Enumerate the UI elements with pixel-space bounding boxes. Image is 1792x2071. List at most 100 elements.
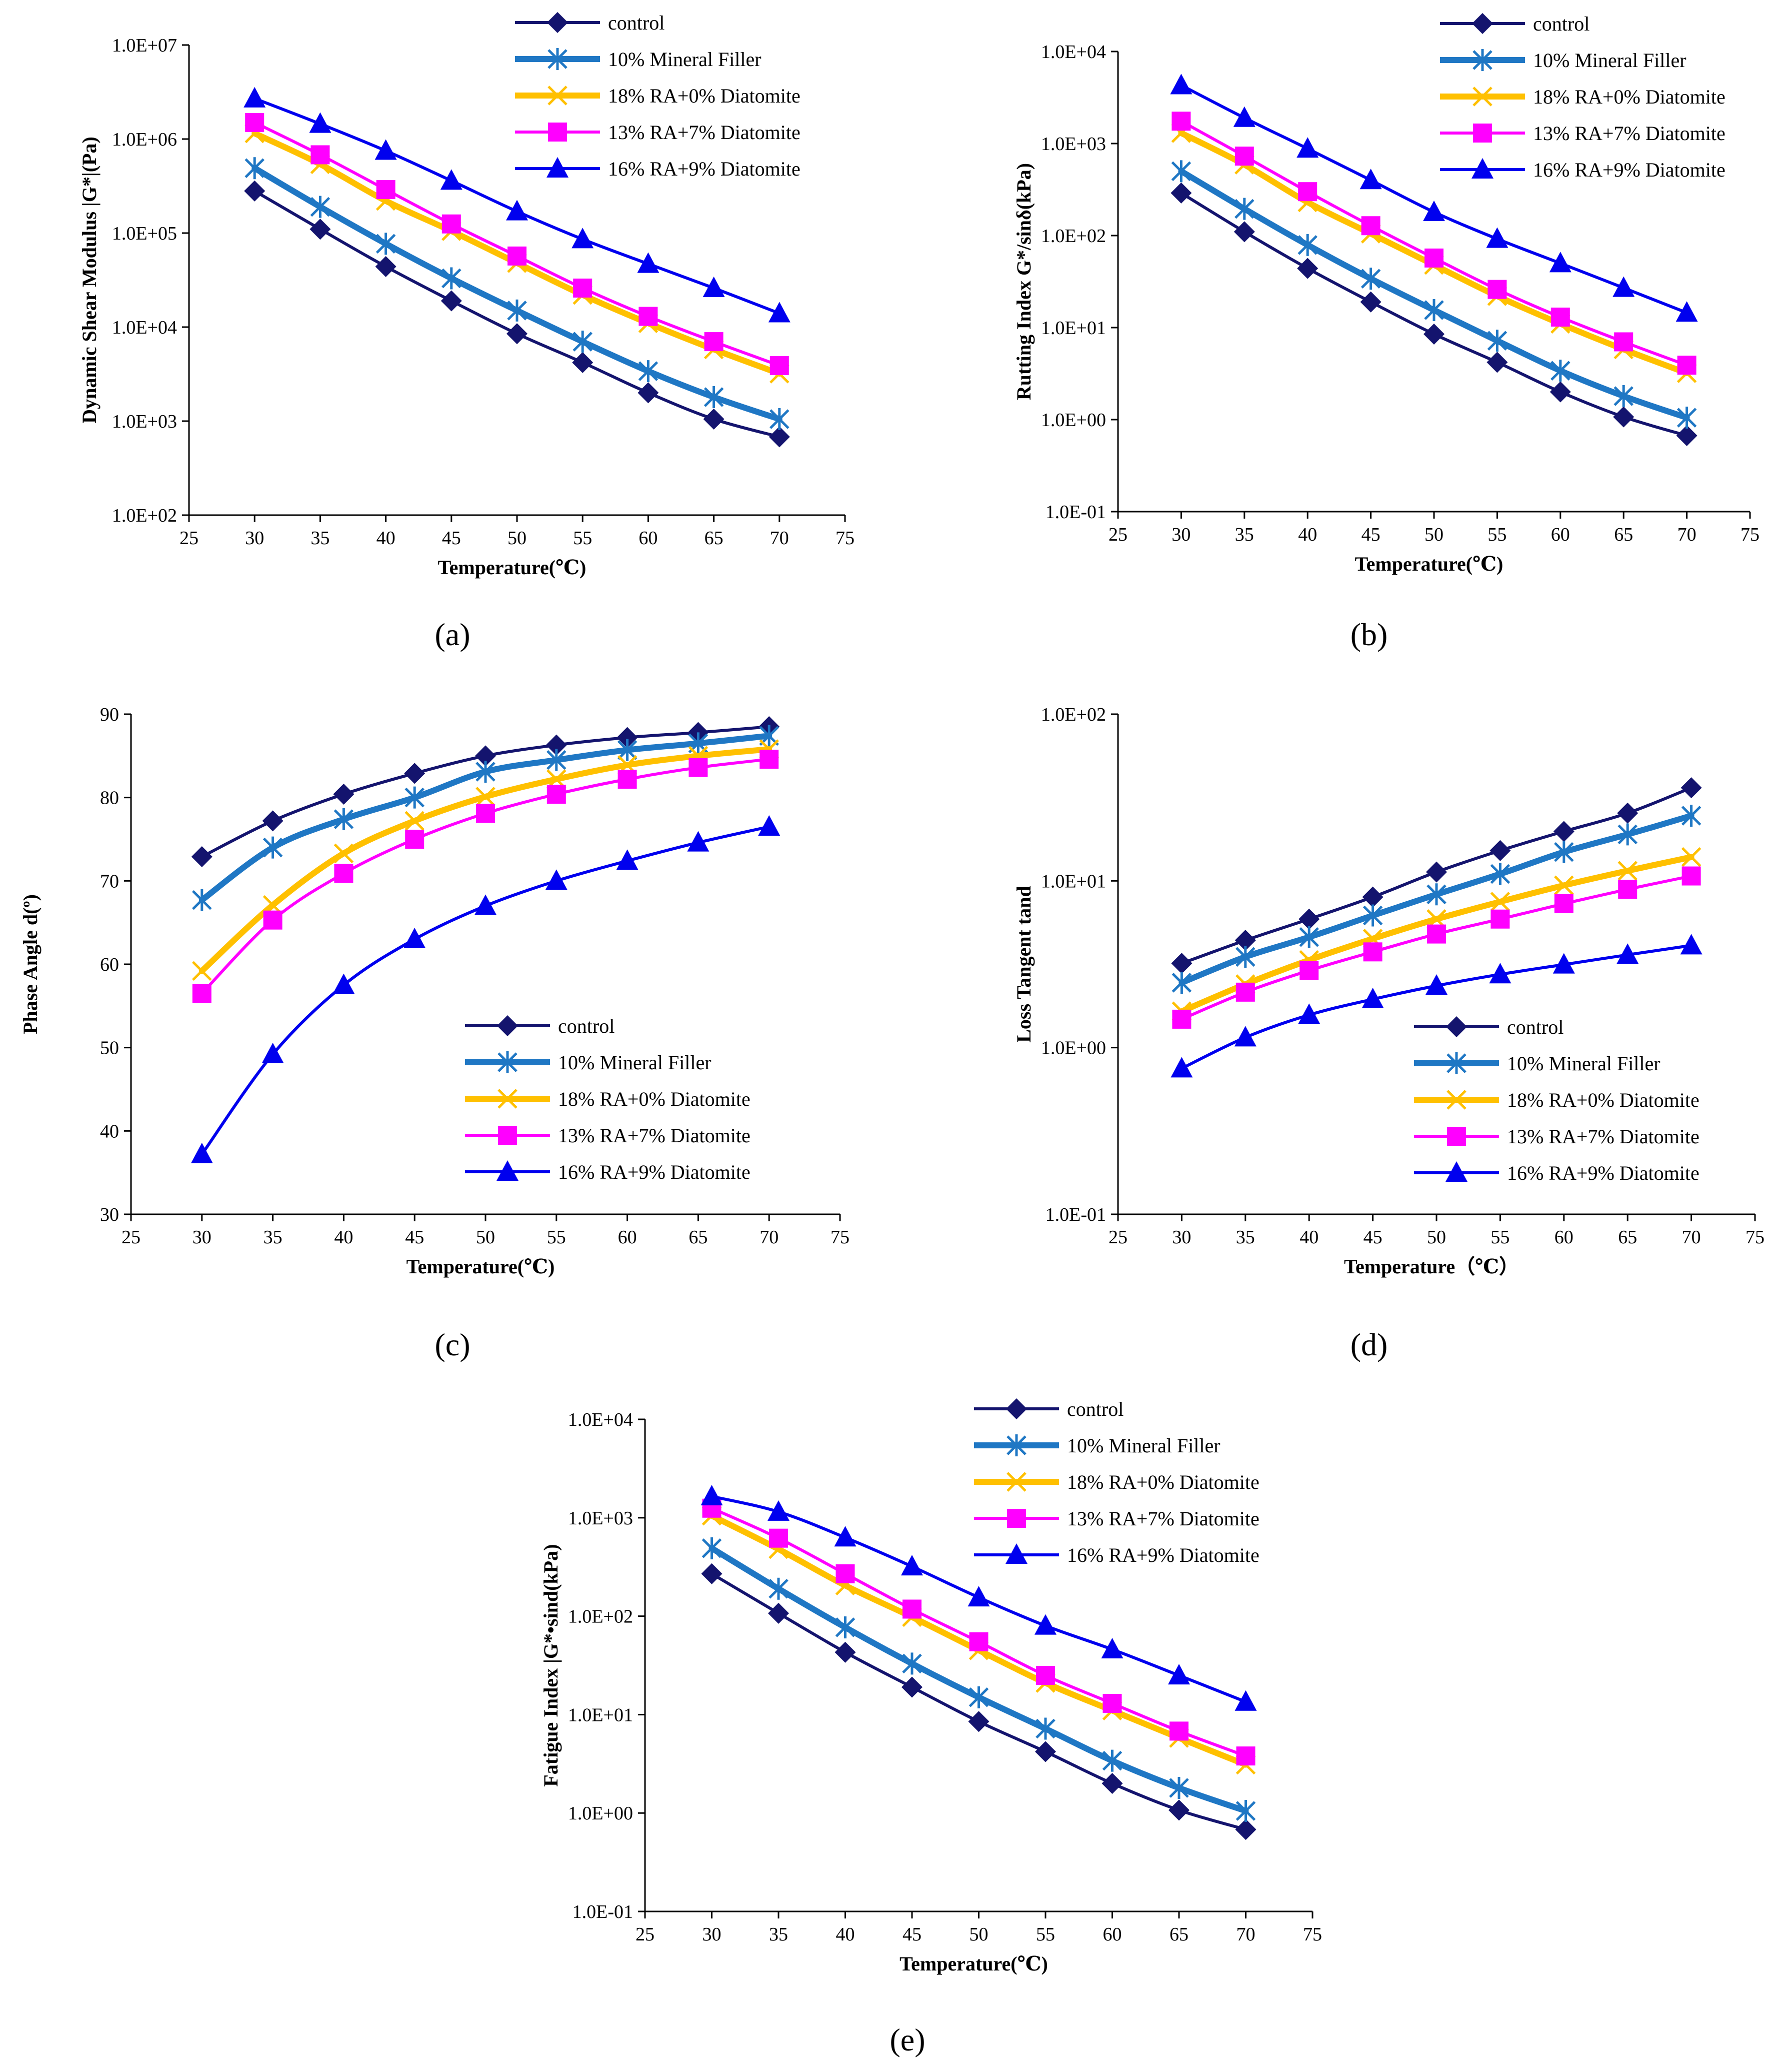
data-point bbox=[192, 984, 212, 1003]
legend-label: 10% Mineral Filler bbox=[1507, 1052, 1660, 1075]
x-tick-label: 25 bbox=[1108, 1227, 1128, 1248]
y-tick-label: 1.0E+03 bbox=[568, 1508, 633, 1529]
data-point bbox=[1363, 942, 1382, 962]
legend-label: 13% RA+7% Diatomite bbox=[608, 121, 800, 144]
data-point bbox=[1170, 1721, 1188, 1741]
x-axis-title: Temperature(℃) bbox=[1355, 553, 1504, 575]
legend-marker bbox=[498, 1051, 518, 1073]
data-point bbox=[1490, 909, 1510, 929]
data-point bbox=[1553, 821, 1574, 842]
data-point bbox=[1362, 904, 1383, 927]
data-point bbox=[404, 763, 426, 784]
legend-marker bbox=[498, 1126, 517, 1145]
x-tick-label: 55 bbox=[1488, 524, 1506, 545]
chart-panel-e: 25 30 35 40 45 50 55 60 65 70 75 1.0E-01 1.0E+00 1.0E… bbox=[540, 1398, 1322, 2057]
data-point bbox=[968, 1686, 989, 1708]
data-point bbox=[1360, 169, 1382, 190]
legend-label: 18% RA+0% Diatomite bbox=[1507, 1089, 1700, 1111]
data-point bbox=[769, 1528, 788, 1548]
x-tick-label: 40 bbox=[334, 1227, 353, 1248]
data-point bbox=[1172, 1009, 1192, 1029]
data-point bbox=[572, 352, 594, 373]
data-point bbox=[1426, 861, 1447, 883]
data-point bbox=[701, 1563, 722, 1584]
x-tick-label: 65 bbox=[688, 1227, 708, 1248]
data-point bbox=[1614, 385, 1634, 408]
data-point bbox=[1427, 924, 1446, 944]
data-point bbox=[902, 1599, 922, 1619]
data-point bbox=[704, 332, 724, 352]
legend-label: 10% Mineral Filler bbox=[1067, 1434, 1220, 1457]
y-tick-label: 30 bbox=[100, 1204, 119, 1225]
y-axis-title: Phase Angle d(º) bbox=[19, 894, 42, 1034]
legend-marker bbox=[546, 157, 568, 178]
data-point bbox=[404, 928, 426, 948]
legend-marker bbox=[1007, 1509, 1026, 1528]
data-point bbox=[1676, 301, 1698, 322]
x-tick-label: 75 bbox=[1303, 1924, 1322, 1945]
data-point bbox=[1424, 323, 1444, 345]
data-point bbox=[768, 1577, 788, 1600]
legend-label: control bbox=[558, 1015, 614, 1037]
data-point bbox=[263, 910, 282, 930]
data-point bbox=[1490, 863, 1510, 885]
y-tick-label: 1.0E-01 bbox=[572, 1901, 633, 1922]
legend-marker bbox=[496, 1160, 518, 1181]
x-tick-label: 70 bbox=[1682, 1227, 1701, 1248]
x-tick-label: 50 bbox=[1424, 524, 1444, 545]
y-tick-label: 1.0E+01 bbox=[1041, 318, 1106, 339]
data-point bbox=[1487, 330, 1508, 352]
x-tick-label: 25 bbox=[636, 1924, 654, 1945]
x-tick-label: 35 bbox=[1235, 524, 1254, 545]
y-tick-label: 90 bbox=[100, 704, 119, 725]
data-point bbox=[374, 139, 397, 160]
data-point bbox=[1486, 227, 1508, 248]
x-tick-label: 60 bbox=[1103, 1924, 1122, 1945]
x-tick-label: 30 bbox=[1172, 1227, 1191, 1248]
data-point bbox=[440, 169, 462, 190]
x-tick-label: 70 bbox=[760, 1227, 778, 1248]
legend-label: 10% Mineral Filler bbox=[558, 1051, 712, 1074]
legend-marker bbox=[1472, 13, 1493, 34]
legend-marker bbox=[547, 12, 568, 33]
legend-marker bbox=[1473, 124, 1492, 143]
series-line bbox=[1180, 84, 1688, 315]
legend-label: 16% RA+9% Diatomite bbox=[558, 1161, 750, 1183]
data-point bbox=[1036, 1666, 1055, 1685]
x-tick-label: 35 bbox=[1236, 1227, 1255, 1248]
y-tick-label: 80 bbox=[100, 788, 119, 809]
y-axis-title: Loss Tangent tand bbox=[1012, 886, 1035, 1042]
data-point bbox=[1490, 892, 1510, 912]
y-tick-label: 1.0E+02 bbox=[1041, 704, 1106, 725]
data-point bbox=[834, 1526, 856, 1547]
data-point bbox=[702, 276, 725, 297]
data-point bbox=[1360, 268, 1381, 290]
data-point bbox=[1233, 106, 1256, 127]
data-point bbox=[836, 1564, 855, 1583]
legend-label: 10% Mineral Filler bbox=[608, 48, 762, 71]
data-point bbox=[1236, 946, 1256, 968]
data-point bbox=[1036, 1717, 1056, 1740]
y-tick-label: 1.0E+04 bbox=[112, 317, 177, 338]
data-point bbox=[768, 302, 790, 323]
y-tick-label: 60 bbox=[100, 954, 119, 975]
legend-label: 16% RA+9% Diatomite bbox=[1533, 159, 1726, 181]
data-point bbox=[262, 836, 283, 859]
legend-marker bbox=[1472, 158, 1494, 179]
x-axis-title: Temperature（℃） bbox=[1344, 1255, 1519, 1278]
x-tick-label: 35 bbox=[264, 1227, 282, 1248]
data-point bbox=[475, 745, 496, 767]
data-point bbox=[688, 758, 708, 777]
data-point bbox=[1298, 908, 1320, 930]
data-point bbox=[1298, 234, 1318, 256]
data-point bbox=[768, 1500, 790, 1521]
y-tick-label: 1.0E+02 bbox=[112, 505, 177, 526]
data-point bbox=[704, 386, 724, 409]
data-point bbox=[1490, 840, 1511, 861]
legend-label: 18% RA+0% Diatomite bbox=[1067, 1471, 1260, 1493]
y-tick-label: 1.0E+02 bbox=[1041, 226, 1106, 247]
data-point bbox=[768, 426, 790, 448]
x-tick-label: 70 bbox=[1236, 1924, 1256, 1945]
data-point bbox=[192, 961, 212, 981]
data-point bbox=[1616, 943, 1639, 964]
